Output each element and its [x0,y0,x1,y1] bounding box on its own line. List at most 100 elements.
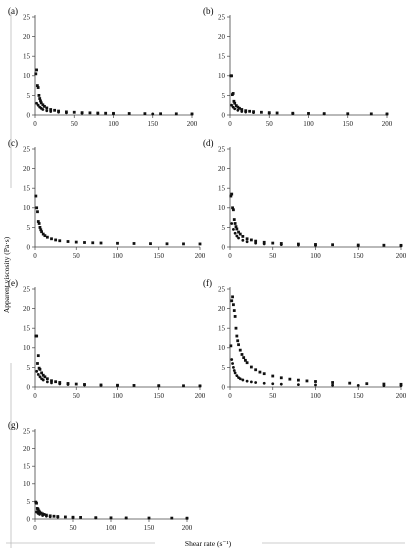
data-point [185,516,189,520]
data-point [71,516,75,519]
data-point [159,112,162,116]
y-tick-label: 0 [27,243,31,251]
data-point [275,111,279,115]
data-point [231,92,235,95]
x-tick-label: 0 [228,252,232,260]
data-point [41,378,45,382]
data-point [238,106,241,110]
data-point [38,226,42,229]
y-tick-label: 20 [218,305,226,313]
y-tick-label: 25 [218,285,226,293]
data-point [143,112,147,116]
chart-panel: (d) 0 5 10 15 20 25 0 50 100 150 200 [203,138,407,260]
data-point [346,112,350,116]
x-tick-label: 100 [310,392,321,400]
data-point [237,236,240,240]
x-tick-label: 150 [353,392,364,400]
x-tick-label: 0 [228,392,232,400]
y-tick-label: 0 [222,243,226,251]
data-point [41,108,45,111]
data-point [260,110,263,114]
data-point [54,380,58,384]
data-point [291,112,295,116]
data-point [50,379,53,383]
x-tick-label: 150 [154,252,165,260]
y-tick-label: 25 [23,427,31,435]
data-point [83,241,86,244]
data-point [238,348,242,352]
data-point [109,516,113,520]
data-point [238,377,242,381]
data-point [45,109,49,113]
data-point [99,383,103,387]
y-tick-label: 15 [218,325,226,333]
y-tick-label: 20 [218,165,226,173]
data-point [38,513,41,516]
data-point [48,515,52,519]
data-point [170,516,174,520]
data-point [49,110,53,113]
y-tick-label: 25 [23,285,31,293]
data-point [236,108,240,112]
data-point [240,108,244,111]
x-tick-label: 200 [195,252,206,260]
data-point [245,240,249,244]
x-tick-label: 50 [71,120,79,128]
data-point [237,230,240,234]
data-point [254,381,258,384]
y-tick-label: 5 [222,364,226,372]
data-point [254,239,258,243]
x-tick-label: 200 [195,392,206,400]
data-point [356,384,360,387]
y-tick-label: 25 [23,145,31,153]
data-point [231,295,234,299]
chart-panel: (b) 0 5 10 15 20 25 0 50 100 150 200 [203,6,393,128]
data-point [39,99,42,103]
data-point [233,107,237,111]
data-point [238,232,242,236]
x-tick-label: 100 [112,252,123,260]
y-tick-label: 15 [23,325,31,333]
data-point [235,374,239,378]
data-point [232,227,235,231]
data-point [45,377,49,381]
x-tick-label: 0 [228,120,232,128]
data-point [254,241,258,245]
data-point [271,382,275,386]
data-point [36,220,40,223]
data-point [271,241,275,245]
data-point [231,362,234,365]
data-point [165,242,169,246]
panel-label: (g) [8,420,19,430]
data-point [322,112,326,116]
data-point [36,362,39,365]
data-point [56,515,60,519]
data-point [271,374,275,378]
data-point [38,510,41,514]
data-point [64,515,67,519]
data-point [49,108,53,111]
data-point [229,344,233,348]
x-tick-label: 50 [269,252,277,260]
data-point [104,111,108,115]
y-axis-title: Apparent viscosity (Pa·s) [2,236,11,313]
data-point [240,110,244,113]
data-point [241,235,245,238]
y-tick-label: 0 [222,383,226,391]
y-tick-label: 15 [23,185,31,193]
data-point [230,192,234,196]
y-tick-label: 10 [23,72,31,80]
x-tick-label: 50 [269,392,277,400]
data-point [157,384,161,388]
y-tick-label: 15 [23,53,31,61]
data-point [385,112,389,116]
panel-label: (c) [8,138,18,148]
y-tick-label: 25 [218,145,226,153]
data-point [36,210,39,214]
data-point [262,372,266,376]
y-tick-label: 20 [23,165,31,173]
data-point [35,501,38,505]
data-point [99,241,103,245]
data-point [382,384,386,387]
data-point [305,379,309,383]
